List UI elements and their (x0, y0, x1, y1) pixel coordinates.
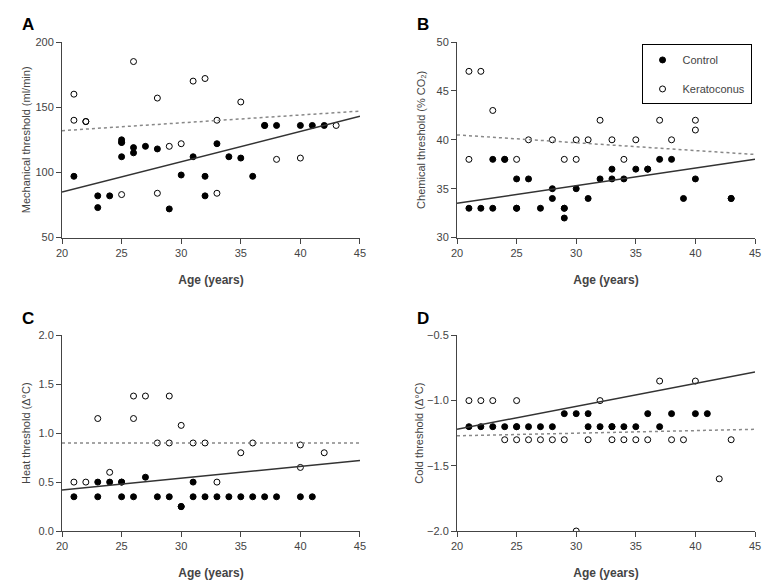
svg-text:Chemical threshold (% CO₂): Chemical threshold (% CO₂) (415, 71, 427, 209)
svg-text:Age (years): Age (years) (178, 273, 243, 287)
svg-text:Age (years): Age (years) (178, 566, 243, 580)
svg-text:35: 35 (630, 540, 642, 552)
svg-text:20: 20 (56, 247, 68, 259)
svg-text:35: 35 (630, 247, 642, 259)
svg-text:200: 200 (35, 36, 53, 48)
svg-text:−0.5: −0.5 (427, 329, 449, 341)
svg-text:20: 20 (451, 540, 463, 552)
svg-text:25: 25 (115, 540, 127, 552)
svg-text:30: 30 (437, 231, 449, 243)
svg-text:0.5: 0.5 (39, 476, 54, 488)
svg-text:25: 25 (115, 247, 127, 259)
svg-text:B: B (417, 15, 429, 34)
svg-text:50: 50 (42, 231, 54, 243)
svg-text:Keratoconus: Keratoconus (683, 83, 745, 95)
svg-text:45: 45 (354, 247, 366, 259)
svg-text:A: A (22, 15, 34, 34)
svg-text:40: 40 (294, 247, 306, 259)
svg-text:40: 40 (294, 540, 306, 552)
svg-text:Cold threshold (Δ°C): Cold threshold (Δ°C) (413, 383, 425, 484)
svg-text:35: 35 (235, 247, 247, 259)
svg-text:35: 35 (235, 540, 247, 552)
svg-text:45: 45 (749, 540, 761, 552)
svg-text:100: 100 (35, 166, 53, 178)
svg-text:Control: Control (683, 54, 718, 66)
svg-text:−2.0: −2.0 (427, 525, 449, 537)
svg-text:20: 20 (451, 247, 463, 259)
svg-text:Age (years): Age (years) (573, 273, 638, 287)
svg-text:30: 30 (175, 247, 187, 259)
svg-text:30: 30 (570, 540, 582, 552)
svg-text:150: 150 (35, 101, 53, 113)
svg-text:30: 30 (570, 247, 582, 259)
svg-text:30: 30 (175, 540, 187, 552)
svg-text:45: 45 (437, 85, 449, 97)
svg-text:D: D (417, 309, 429, 328)
svg-text:Mechanical threshold (ml/min): Mechanical threshold (ml/min) (20, 66, 32, 213)
svg-text:45: 45 (749, 247, 761, 259)
svg-text:−1.0: −1.0 (427, 394, 449, 406)
svg-text:Age (years): Age (years) (573, 566, 638, 580)
svg-text:Heat threshold (Δ°C): Heat threshold (Δ°C) (20, 382, 32, 484)
svg-text:−1.5: −1.5 (427, 460, 449, 472)
svg-text:C: C (22, 309, 34, 328)
svg-text:2.0: 2.0 (39, 329, 54, 341)
svg-text:25: 25 (510, 540, 522, 552)
svg-text:40: 40 (437, 134, 449, 146)
svg-text:20: 20 (56, 540, 68, 552)
svg-text:45: 45 (354, 540, 366, 552)
svg-text:0.0: 0.0 (39, 525, 54, 537)
svg-text:35: 35 (437, 183, 449, 195)
svg-text:50: 50 (437, 36, 449, 48)
svg-text:25: 25 (510, 247, 522, 259)
svg-text:1.5: 1.5 (39, 378, 54, 390)
svg-text:40: 40 (689, 540, 701, 552)
svg-text:1.0: 1.0 (39, 427, 54, 439)
svg-text:40: 40 (689, 247, 701, 259)
